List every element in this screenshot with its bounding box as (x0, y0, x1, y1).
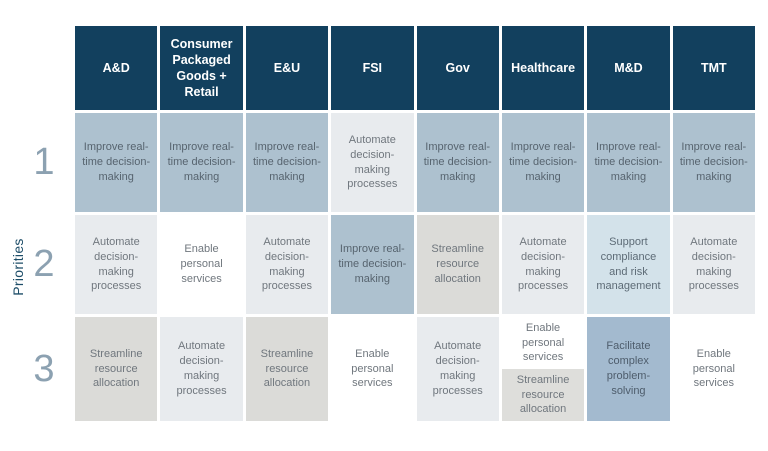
priority-cell: Streamline resource allocation (245, 317, 329, 421)
column-header-md: M&D (587, 26, 670, 110)
priority-cell: Improve real-time decision-making (331, 215, 414, 314)
priority-cell-split: Enable personal services Streamline reso… (501, 317, 585, 421)
priority-cell: Automate decision-making processes (672, 215, 755, 314)
priority-cell: Enable personal services (331, 317, 414, 421)
priority-cell: Streamline resource allocation (75, 317, 158, 421)
row-number-3: 3 (33, 348, 55, 390)
column-header-healthcare: Healthcare (501, 26, 585, 110)
column-header-aed: A&D (75, 26, 158, 110)
priority-cell: Automate decision-making processes (501, 215, 585, 314)
row-number-1: 1 (33, 141, 55, 183)
priority-cell: Automate decision-making processes (331, 113, 414, 212)
priority-cell: Improve real-time decision-making (587, 113, 670, 212)
priority-cell: Improve real-time decision-making (245, 113, 329, 212)
column-header-cpg-retail: Consumer Packaged Goods + Retail (160, 26, 243, 110)
priority-cell: Automate decision-making processes (245, 215, 329, 314)
column-header-fsi: FSI (331, 26, 414, 110)
column-header-eu: E&U (245, 26, 329, 110)
priority-cell: Improve real-time decision-making (672, 113, 755, 212)
column-header-tmt: TMT (672, 26, 755, 110)
priority-cell: Facilitate complex problem-solving (587, 317, 670, 421)
row-number-2: 2 (33, 243, 55, 285)
priority-cell: Automate decision-making processes (75, 215, 158, 314)
priority-cell-segment: Enable personal services (501, 317, 585, 369)
priority-cell: Improve real-time decision-making (160, 113, 243, 212)
priority-cell: Improve real-time decision-making (75, 113, 158, 212)
column-header-gov: Gov (416, 26, 499, 110)
priority-cell: Enable personal services (160, 215, 243, 314)
priority-cell: Support compliance and risk management (587, 215, 670, 314)
priorities-axis-label: Priorities (10, 238, 26, 296)
priority-cell: Streamline resource allocation (416, 215, 499, 314)
priority-cell: Automate decision-making processes (416, 317, 499, 421)
priority-cell: Improve real-time decision-making (501, 113, 585, 212)
priority-cell-segment: Streamline resource allocation (501, 369, 585, 421)
priority-cell: Enable personal services (672, 317, 755, 421)
priority-cell: Improve real-time decision-making (416, 113, 499, 212)
priority-cell: Automate decision-making processes (160, 317, 243, 421)
matrix-grid: A&D Consumer Packaged Goods + Retail E&U… (75, 26, 755, 421)
